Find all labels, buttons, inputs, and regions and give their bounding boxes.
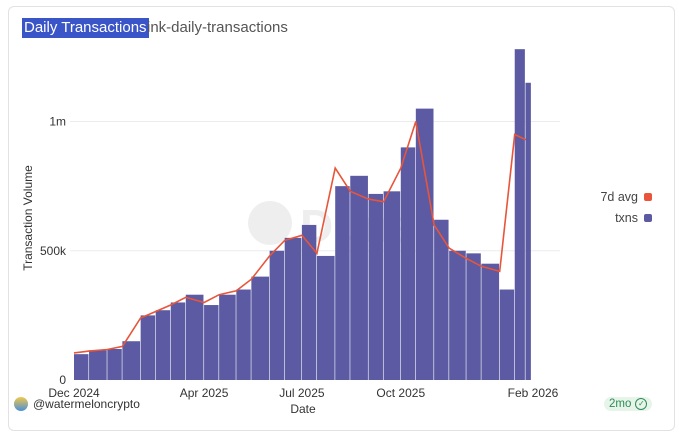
bar xyxy=(236,289,251,380)
chart-subtitle: ink-daily-transactions xyxy=(147,19,288,36)
y-tick-label: 1m xyxy=(49,115,66,129)
dune-logo-icon xyxy=(248,201,292,245)
author-name: @watermeloncrypto xyxy=(33,397,140,411)
bar xyxy=(415,108,434,380)
bar xyxy=(368,193,383,380)
y-tick-label: 0 xyxy=(59,373,66,387)
x-ticks: Dec 2024 Apr 2025 Jul 2025 Oct 2025 Feb 2026 xyxy=(48,386,558,400)
x-tick-label: Oct 2025 xyxy=(376,386,425,400)
bar xyxy=(74,354,89,380)
legend-label-avg: 7d avg xyxy=(600,190,638,204)
freshness-badge[interactable]: 2mo ✓ xyxy=(604,397,653,411)
bar xyxy=(449,250,466,380)
bar xyxy=(89,350,107,380)
y-ticks: 0 500k 1m xyxy=(40,115,67,387)
bar xyxy=(335,186,350,380)
avatar xyxy=(14,397,28,411)
chart-title[interactable]: Daily Transactions xyxy=(22,18,149,38)
legend-swatch-avg xyxy=(644,193,652,201)
check-icon: ✓ xyxy=(635,398,648,410)
x-tick-label: Feb 2026 xyxy=(508,386,559,400)
bar xyxy=(269,250,285,380)
bar xyxy=(525,82,531,381)
bar xyxy=(140,315,156,380)
txns-bars xyxy=(74,49,531,381)
bar xyxy=(284,237,302,380)
bar xyxy=(219,294,236,380)
bar xyxy=(251,276,270,380)
x-tick-label: Dec 2024 xyxy=(48,386,100,400)
x-axis-label: Date xyxy=(290,402,316,416)
y-tick-label: 500k xyxy=(40,244,67,258)
bar xyxy=(466,253,481,380)
x-tick-label: Apr 2025 xyxy=(180,386,229,400)
x-tick-label: Jul 2025 xyxy=(279,386,325,400)
bar xyxy=(434,219,449,380)
bar xyxy=(204,305,219,380)
bar xyxy=(400,147,416,380)
avg-line xyxy=(73,121,526,354)
bar xyxy=(316,255,335,380)
legend-label-txns: txns xyxy=(615,211,638,225)
bar xyxy=(122,341,141,380)
bar xyxy=(383,191,401,380)
bar xyxy=(170,302,186,380)
legend-item-txns[interactable]: txns xyxy=(580,211,652,225)
bar xyxy=(481,263,500,380)
legend-item-avg[interactable]: 7d avg xyxy=(580,190,652,204)
y-axis-label: Transaction Volume xyxy=(21,165,35,271)
bar xyxy=(350,175,368,380)
bar xyxy=(185,294,204,380)
bar xyxy=(301,224,317,380)
bar xyxy=(499,289,515,380)
bar xyxy=(155,310,171,380)
age-label: 2mo xyxy=(609,398,632,410)
bar xyxy=(514,49,525,381)
bar xyxy=(107,348,122,380)
author-link[interactable]: @watermeloncrypto xyxy=(14,397,140,411)
legend-swatch-txns xyxy=(644,214,652,222)
